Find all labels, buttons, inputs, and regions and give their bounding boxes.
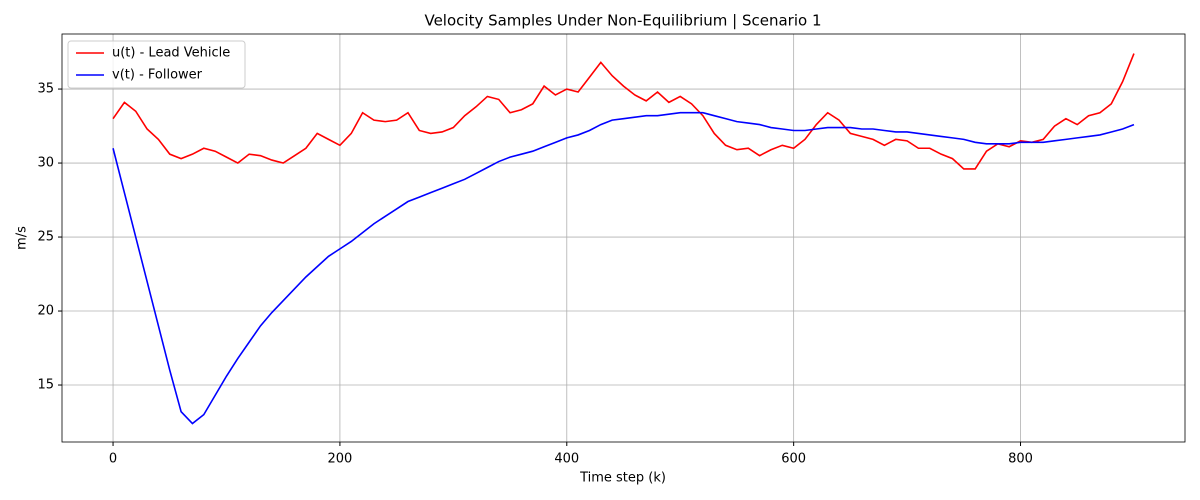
- x-tick-label: 0: [109, 452, 117, 467]
- legend-box: [67, 40, 246, 89]
- x-tick-label: 600: [781, 452, 806, 467]
- x-tick-label: 800: [1008, 452, 1033, 467]
- series-line: [112, 53, 1135, 170]
- chart-title: Velocity Samples Under Non-Equilibrium |…: [424, 12, 821, 30]
- legend-label: v(t) - Follower: [112, 68, 203, 83]
- y-tick-label: 30: [37, 156, 54, 171]
- legend-label: u(t) - Lead Vehicle: [112, 46, 230, 61]
- x-axis-label: Time step (k): [579, 471, 666, 486]
- y-tick-label: 35: [37, 82, 54, 97]
- x-tick-label: 200: [328, 452, 353, 467]
- plot-frame: [61, 33, 1186, 443]
- x-tick-label: 400: [554, 452, 579, 467]
- y-axis-label: m/s: [15, 226, 30, 250]
- y-tick-label: 15: [37, 378, 54, 393]
- series-line: [112, 111, 1135, 425]
- y-tick-label: 20: [37, 304, 54, 319]
- y-tick-label: 25: [37, 230, 54, 245]
